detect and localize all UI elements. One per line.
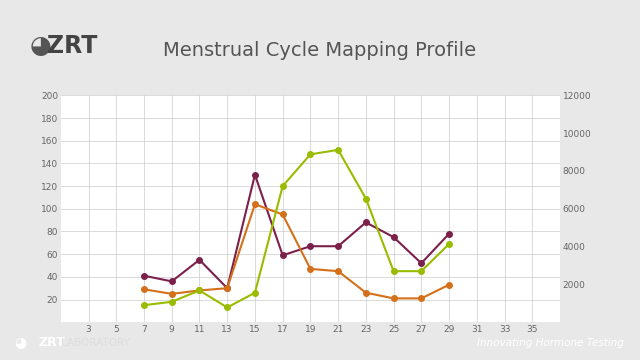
Text: ZRT: ZRT <box>38 336 65 350</box>
Text: ◕: ◕ <box>14 336 26 350</box>
Text: LABORATORY: LABORATORY <box>61 338 129 348</box>
Text: ◕: ◕ <box>30 34 52 58</box>
Text: Menstrual Cycle Mapping Profile: Menstrual Cycle Mapping Profile <box>163 41 477 59</box>
Text: ZRT: ZRT <box>47 34 97 58</box>
Text: Innovating Hormone Testing: Innovating Hormone Testing <box>477 338 624 348</box>
